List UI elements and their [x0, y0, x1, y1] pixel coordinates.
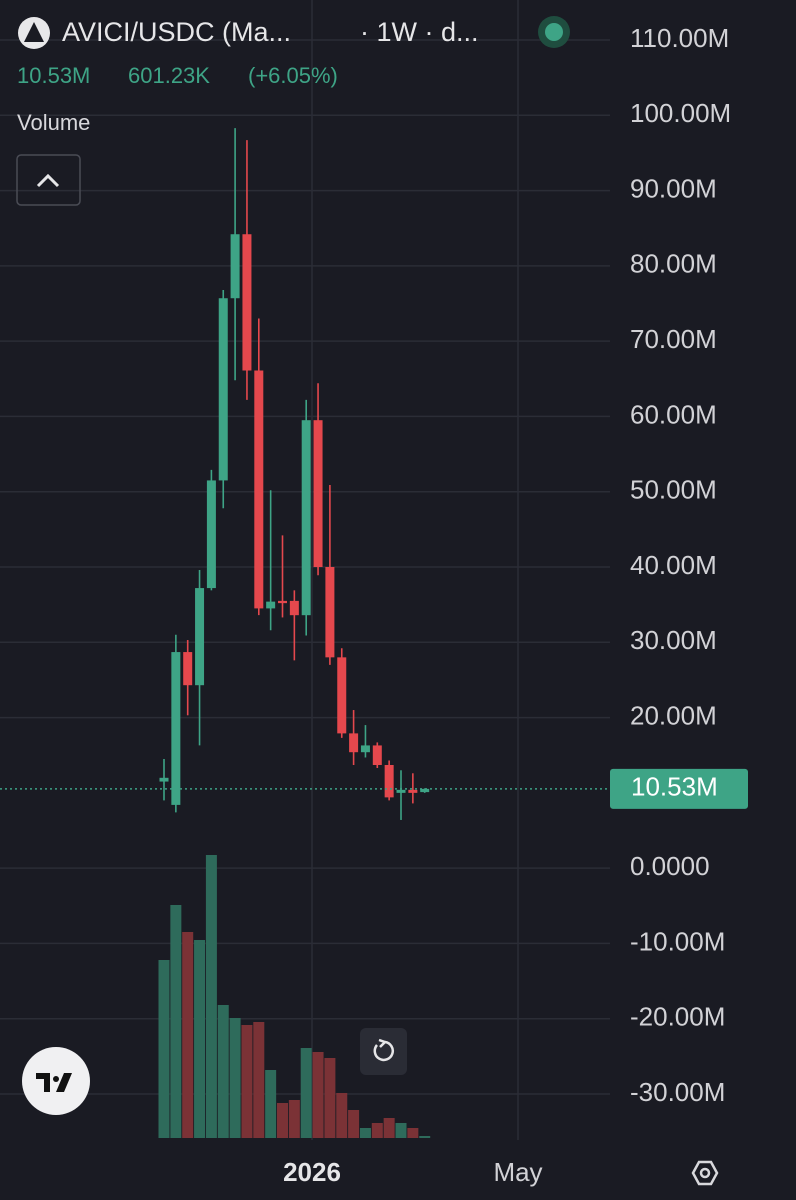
- y-tick-label: 30.00M: [630, 625, 717, 655]
- volume-label: Volume: [17, 110, 90, 135]
- candle-body: [159, 777, 169, 782]
- volume-bar: [288, 1100, 300, 1138]
- candle-body: [337, 657, 347, 734]
- volume-bar: [348, 1110, 360, 1138]
- volume-bar: [241, 1025, 253, 1138]
- last-price-label: 10.53M: [631, 772, 718, 802]
- volume-bar: [359, 1128, 371, 1138]
- volume-bar: [300, 1048, 312, 1138]
- volume-bar: [336, 1093, 348, 1138]
- y-tick-label: 110.00M: [630, 23, 729, 53]
- volume-bar: [205, 855, 217, 1138]
- candle-body: [195, 588, 205, 686]
- volume-bar: [277, 1103, 288, 1138]
- change: 601.23K: [128, 63, 210, 88]
- y-tick-label: 20.00M: [630, 700, 717, 730]
- tradingview-logo-dot: [53, 1076, 59, 1082]
- y-tick-label: 80.00M: [630, 249, 717, 279]
- candle-body: [349, 733, 359, 753]
- candle-body: [254, 370, 264, 609]
- volume-bar: [158, 960, 170, 1138]
- tradingview-logo-mark: [36, 1073, 72, 1092]
- volume-bar: [182, 932, 194, 1138]
- collapse-icon: [36, 173, 60, 188]
- candle-body: [242, 234, 252, 371]
- volume-bar: [312, 1052, 324, 1138]
- candle-body: [396, 789, 406, 793]
- live-indicator: [545, 23, 563, 41]
- volume-bar: [395, 1123, 407, 1138]
- reset-button[interactable]: [360, 1028, 407, 1075]
- y-tick-label: -10.00M: [630, 926, 725, 956]
- reset-icon-arrow: [378, 1038, 388, 1048]
- y-tick-label: 70.00M: [630, 324, 717, 354]
- interval[interactable]: · 1W · d...: [360, 17, 479, 47]
- x-tick-label: 2026: [283, 1157, 341, 1187]
- candle-body: [171, 652, 181, 805]
- candle-body: [360, 745, 370, 753]
- candle-body: [183, 652, 193, 686]
- plot: 110.00M 100.00M 90.00M 80.00M 70.00M 60.00M 50…: [158, 23, 731, 1187]
- volume-bar: [407, 1128, 419, 1138]
- volume-bar: [170, 905, 182, 1138]
- candle-body: [206, 480, 216, 589]
- change-percent: (+6.05%): [248, 63, 338, 88]
- volume-bar: [217, 1005, 229, 1138]
- candle-body: [325, 567, 335, 658]
- x-tick-label: May: [493, 1157, 542, 1187]
- candle-body: [230, 234, 240, 299]
- candle-body: [266, 601, 276, 609]
- last-price-header: 10.53M: [17, 63, 90, 88]
- collapse-button[interactable]: [16, 154, 81, 206]
- y-tick-label: -30.00M: [630, 1077, 725, 1107]
- volume-bar: [324, 1058, 336, 1138]
- y-tick-label: -20.00M: [630, 1002, 725, 1032]
- candle-body: [289, 600, 299, 616]
- y-tick-label: 0.0000: [630, 851, 710, 881]
- y-tick-label: 100.00M: [630, 98, 731, 128]
- candle-body: [218, 298, 228, 481]
- symbol[interactable]: AVICI/USDC (Ma...: [62, 17, 291, 47]
- y-tick-label: 90.00M: [630, 173, 717, 203]
- candle-body: [420, 788, 430, 793]
- candle-body: [408, 789, 418, 793]
- symbol-logo-mark: [24, 22, 44, 42]
- volume-bar: [229, 1018, 241, 1138]
- volume-bar: [419, 1136, 431, 1138]
- volume-bar: [371, 1123, 383, 1138]
- y-tick-label: 50.00M: [630, 475, 717, 505]
- candle-body: [278, 600, 287, 604]
- y-tick-label: 40.00M: [630, 550, 717, 580]
- y-tick-label: 60.00M: [630, 399, 717, 429]
- reset-icon: [373, 1040, 394, 1062]
- settings-icon: [699, 1167, 711, 1179]
- volume-bar: [194, 940, 206, 1138]
- volume-bar: [383, 1118, 395, 1138]
- volume-bar: [253, 1022, 265, 1138]
- volume-bar: [265, 1070, 277, 1138]
- overlay: 10.53M: [0, 768, 748, 809]
- last-price-tag: [610, 768, 748, 809]
- candle-body: [384, 765, 394, 798]
- candle-body: [301, 420, 311, 616]
- candle-body: [313, 420, 323, 567]
- settings-button[interactable]: [691, 1160, 719, 1186]
- candle-body: [372, 745, 382, 766]
- grid: [0, 0, 610, 1140]
